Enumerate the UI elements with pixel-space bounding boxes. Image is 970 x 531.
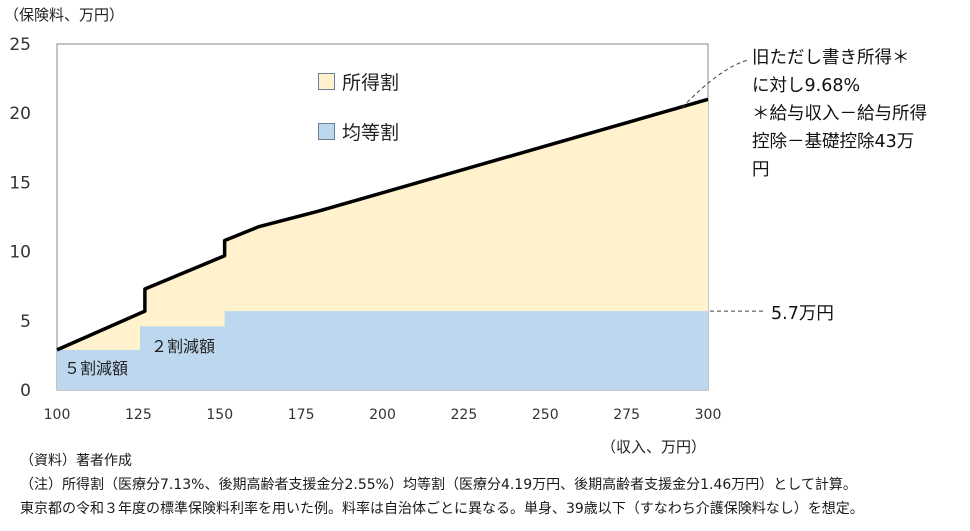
income-rate-line-5: 円 xyxy=(752,160,770,180)
calc-note: （注）所得割（医療分7.13%、後期高齢者支援金分2.55%）均等割（医療分4.… xyxy=(20,477,857,493)
x-tick-label: 200 xyxy=(369,407,396,423)
legend-swatch-income xyxy=(318,73,335,90)
y-tick-label: 10 xyxy=(9,243,31,263)
assumption-note: 東京都の令和３年度の標準保険料利率を用いた例。料率は自治体ごとに異なる。単身、3… xyxy=(20,501,864,517)
reduction-20-label: ２割減額 xyxy=(151,337,216,356)
reduction-50-label: ５割減額 xyxy=(64,359,129,378)
legend-label-income: 所得割 xyxy=(342,72,400,94)
x-tick-label: 100 xyxy=(44,407,71,423)
legend-label-flat: 均等割 xyxy=(342,122,400,144)
y-tick-label: 25 xyxy=(9,35,31,55)
y-axis-label: （保険料、万円） xyxy=(4,6,125,24)
x-tick-label: 175 xyxy=(288,407,315,423)
total-line xyxy=(56,97,709,352)
x-axis-label: （収入、万円） xyxy=(601,438,707,456)
y-tick-label: 0 xyxy=(20,381,31,401)
y-tick-label: 5 xyxy=(20,312,31,332)
legend-item-income: 所得割 xyxy=(318,68,399,95)
x-tick-label: 250 xyxy=(532,407,559,423)
source-note: （資料）著者作成 xyxy=(20,453,132,469)
income-rate-line-4: 控除－基礎控除43万 xyxy=(752,132,915,152)
flat-amount-annotation: 5.7万円 xyxy=(771,304,834,324)
x-tick-label: 300 xyxy=(695,407,722,423)
income-rate-line-3: ＊給与収入－給与所得 xyxy=(752,104,927,124)
legend-item-flat: 均等割 xyxy=(318,118,399,145)
income-rate-leader xyxy=(681,59,749,109)
legend-swatch-flat xyxy=(318,123,335,140)
x-tick-label: 125 xyxy=(125,407,152,423)
income-rate-line-1: 旧ただし書き所得＊ xyxy=(752,48,910,68)
flat-area xyxy=(57,311,708,390)
x-tick-label: 150 xyxy=(206,407,233,423)
y-tick-label: 15 xyxy=(9,173,31,193)
x-tick-label: 275 xyxy=(613,407,640,423)
x-tick-label: 225 xyxy=(451,407,478,423)
income-rate-line-2: に対し9.68% xyxy=(752,76,861,96)
income-rate-annotation: 旧ただし書き所得＊ に対し9.68% ＊給与収入－給与所得 控除－基礎控除43万… xyxy=(752,44,927,184)
y-tick-label: 20 xyxy=(9,104,31,124)
